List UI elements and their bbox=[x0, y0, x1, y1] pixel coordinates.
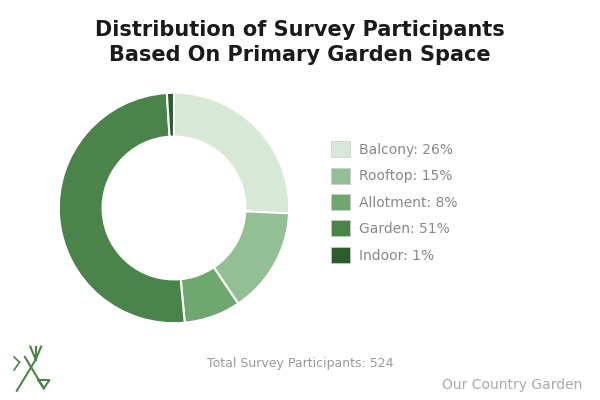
Wedge shape bbox=[214, 211, 289, 304]
Legend: Balcony: 26%, Rooftop: 15%, Allotment: 8%, Garden: 51%, Indoor: 1%: Balcony: 26%, Rooftop: 15%, Allotment: 8… bbox=[331, 141, 457, 263]
Wedge shape bbox=[167, 93, 174, 137]
Wedge shape bbox=[174, 93, 289, 213]
Text: Our Country Garden: Our Country Garden bbox=[442, 378, 582, 392]
Wedge shape bbox=[181, 267, 238, 323]
Wedge shape bbox=[59, 93, 185, 323]
Text: Distribution of Survey Participants
Based On Primary Garden Space: Distribution of Survey Participants Base… bbox=[95, 20, 505, 65]
Text: Total Survey Participants: 524: Total Survey Participants: 524 bbox=[207, 358, 393, 370]
